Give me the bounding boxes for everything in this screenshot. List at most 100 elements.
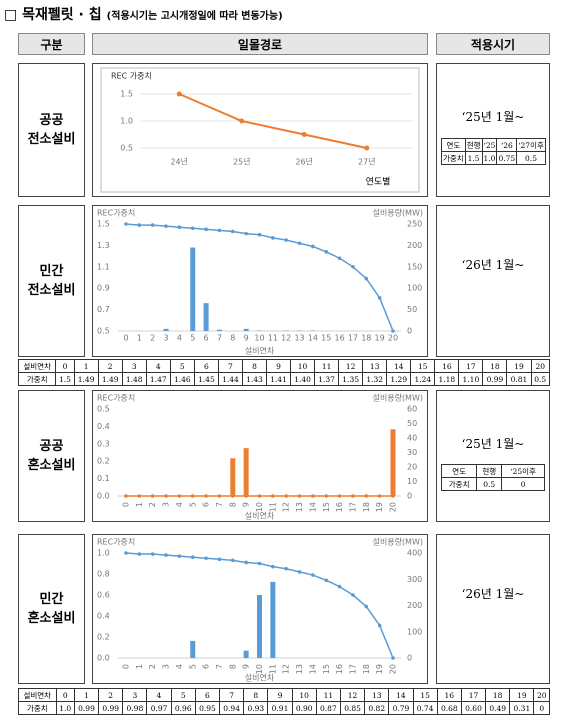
table-cell: 0.93 — [243, 701, 269, 715]
table-cell: 1.0 — [55, 701, 75, 715]
y-tick-label: 0.1 — [97, 474, 110, 483]
x-tick-label: 1 — [135, 502, 144, 507]
bar — [257, 595, 262, 658]
point — [377, 296, 382, 300]
y2-tick-label: 50 — [407, 419, 417, 428]
point — [351, 265, 355, 269]
table-cell: 11 — [314, 359, 340, 373]
y2-tick-label: 10 — [407, 477, 417, 486]
point — [177, 494, 182, 498]
table-cell: 16 — [436, 688, 462, 702]
table-cell: 14 — [388, 688, 414, 702]
point — [271, 236, 275, 240]
y2-tick-label: 200 — [407, 241, 422, 250]
point — [217, 494, 222, 498]
x-tick-label: 11 — [268, 502, 277, 512]
table-cell: 0 — [55, 688, 75, 702]
x-tick-label: 4 — [175, 664, 184, 669]
table-cell: 0.5 — [530, 372, 550, 386]
point — [337, 494, 342, 498]
x-tick-label: 15 — [322, 502, 331, 512]
table-cell: 0 — [55, 359, 75, 373]
x-tick-label: 14 — [308, 664, 317, 674]
chart-box: REC 가중치 0.5 1.0 1.5 24년 25년 26년 27년 연도별 — [92, 63, 428, 197]
x-tick-label: 13 — [295, 664, 304, 674]
table-row: 연도 현행 ‘25 ‘26 ‘27이후 — [441, 138, 546, 152]
table-cell: 13 — [364, 688, 390, 702]
x-tick-label: 4 — [175, 502, 184, 507]
table-cell: 1.5 — [464, 151, 483, 165]
point — [177, 225, 182, 230]
table-cell: 1.49 — [97, 372, 123, 386]
table-cell: 0.49 — [485, 701, 511, 715]
x-tick-label: 20 — [388, 334, 398, 343]
y2-tick-label: 0 — [407, 654, 412, 663]
table-cell: 1.49 — [73, 372, 99, 386]
point — [231, 229, 235, 234]
x-tick-label: 16 — [335, 502, 344, 512]
x-tick-label: 6 — [204, 334, 209, 343]
table-cell: 5 — [170, 688, 196, 702]
x-tick-label: 25년 — [233, 157, 251, 167]
table-cell: 1.29 — [386, 372, 412, 386]
chart-frame — [100, 67, 420, 193]
point — [271, 564, 275, 569]
table-cell: 0.85 — [339, 701, 366, 715]
timing-text: ‘25년 1월~ — [461, 437, 525, 451]
point — [311, 573, 315, 577]
point — [324, 250, 329, 254]
x-tick-label: 0 — [122, 502, 131, 507]
x-tick-label: 15 — [321, 334, 331, 343]
table-cell: 1.43 — [241, 372, 267, 386]
y2-tick-label: 50 — [407, 305, 417, 314]
x-tick-label: 1 — [137, 334, 142, 343]
point — [124, 222, 128, 226]
table-cell: 5 — [169, 359, 195, 373]
x-tick-label: 16 — [335, 334, 345, 343]
point — [284, 238, 288, 242]
x-tick-label: 10 — [255, 502, 264, 512]
table-cell: 9 — [267, 688, 293, 702]
x-axis-label: 설비연차 — [245, 346, 275, 356]
point — [337, 256, 342, 261]
label-line: 전소설비 — [27, 132, 76, 147]
label-line: 민간 — [39, 264, 64, 279]
x-tick-label: 10 — [255, 664, 264, 674]
point — [204, 494, 208, 498]
y-tick-label: 0.5 — [97, 327, 110, 336]
table-cell: 16 — [434, 359, 460, 373]
label-line: 혼소설비 — [27, 611, 76, 626]
y-tick-label: 1.1 — [97, 262, 110, 271]
y2-tick-label: 40 — [407, 434, 417, 443]
table-cell: 연도 — [441, 138, 466, 152]
x-tick-label: 9 — [242, 502, 251, 507]
table-cell: 0.68 — [436, 701, 462, 715]
table-cell: 1.0 — [481, 151, 498, 165]
table-cell: 0.98 — [122, 701, 148, 715]
section-label: 공공 전소설비 — [18, 63, 85, 197]
table-cell: 0.79 — [388, 701, 414, 715]
point — [324, 578, 329, 583]
bar — [270, 581, 276, 658]
line — [178, 93, 367, 149]
point — [164, 224, 168, 228]
y-tick-label: 0.5 — [97, 405, 110, 414]
y2-axis-label: 설비용량(MW) — [373, 208, 424, 218]
table-cell: 14 — [386, 359, 412, 373]
y-tick-label: 0.7 — [97, 305, 110, 314]
point — [231, 558, 235, 563]
bar — [203, 303, 209, 331]
y-tick-label: 0.3 — [97, 439, 110, 448]
table-cell: 0.90 — [291, 701, 317, 715]
timing-text: ‘25년 1월~ — [461, 110, 525, 124]
table-cell: 13 — [362, 359, 388, 373]
table-cell: 12 — [338, 359, 364, 373]
table-cell: 4 — [145, 359, 171, 373]
y-axis-label: REC가중치 — [97, 209, 135, 218]
x-tick-label: 17 — [348, 334, 358, 343]
point — [217, 557, 222, 562]
table-cell: 10 — [290, 359, 316, 373]
table-cell: 1 — [73, 688, 100, 702]
x-tick-label: 17 — [348, 502, 357, 512]
bar — [216, 329, 222, 331]
